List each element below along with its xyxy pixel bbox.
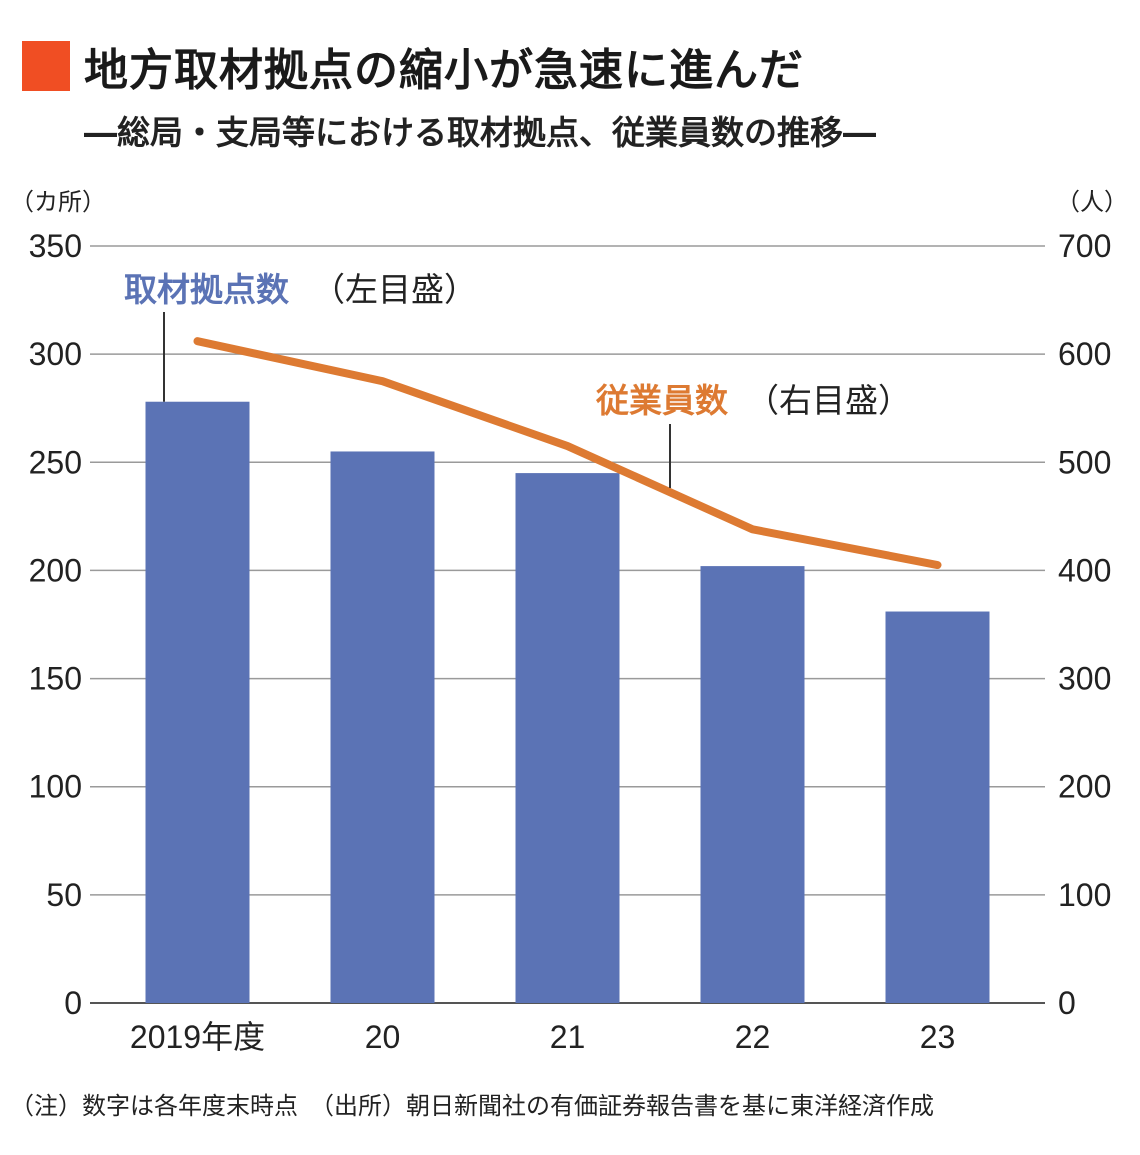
right-tick-label: 0 [1058,985,1076,1021]
x-tick-label: 21 [550,1019,586,1055]
right-tick-label: 500 [1058,444,1111,480]
bar [145,401,250,1003]
bar [700,566,805,1003]
right-tick-label: 700 [1058,228,1111,264]
line-series [193,337,942,570]
right-tick-label: 200 [1058,769,1111,805]
x-tick-label: 22 [735,1019,771,1055]
left-tick-label: 0 [64,985,82,1021]
chart: 0 50 100 150 200 250 300 350 0 100 200 300 400 500 600… [10,188,1128,1055]
x-tick-label: 23 [920,1019,956,1055]
left-axis-unit: （カ所） [10,188,106,216]
bar-series-label: 取材拠点数 [124,270,290,309]
title-row: 地方取材拠点の縮小が急速に進んだ [22,38,804,96]
bar-series [145,401,990,1004]
title-marker [22,41,70,91]
axes: 0 50 100 150 200 250 300 350 0 100 200 300 400 500 600… [10,188,1128,1055]
line-series-label: 従業員数 [595,381,729,420]
left-tick-label: 250 [29,444,82,480]
left-tick-label: 100 [29,769,82,805]
right-tick-label: 600 [1058,336,1111,372]
right-tick-label: 400 [1058,552,1111,588]
left-tick-label: 200 [29,552,82,588]
x-tick-label: 20 [365,1019,401,1055]
bar [330,451,435,1003]
bar [885,611,990,1003]
annotations: 取材拠点数 （左目盛） 従業員数 （右目盛） [124,270,911,488]
footnote: （注）数字は各年度末時点 （出所）朝日新聞社の有価証券報告書を基に東洋経済作成 [10,1092,934,1120]
chart-subtitle: ―総局・支局等における取材拠点、従業員数の推移― [84,113,876,152]
bar [515,473,620,1004]
left-tick-label: 300 [29,336,82,372]
chart-title: 地方取材拠点の縮小が急速に進んだ [84,45,804,96]
right-tick-label: 100 [1058,877,1111,913]
line-series-scale: （右目盛） [746,381,911,420]
left-tick-label: 350 [29,228,82,264]
right-axis-unit: （人） [1056,188,1128,216]
left-tick-label: 150 [29,661,82,697]
bar-series-scale: （左目盛） [312,270,477,309]
left-tick-label: 50 [46,877,82,913]
right-tick-label: 300 [1058,661,1111,697]
x-tick-label: 2019年度 [130,1019,265,1055]
